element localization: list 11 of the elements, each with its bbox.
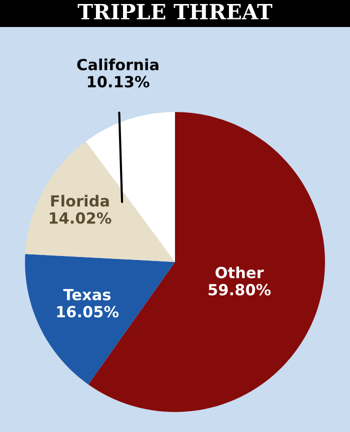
slice-label: Florida — [51, 194, 109, 207]
slice-label: California — [77, 58, 158, 70]
pie-slice — [25, 254, 175, 384]
chart-title: TRIPLE THREAT — [78, 4, 272, 20]
slice-label: Other — [216, 266, 264, 278]
data-label: 59.80% — [208, 284, 271, 296]
data-label: 10.13% — [88, 76, 150, 88]
pie-slice — [25, 141, 175, 262]
data-label: 14.02% — [50, 212, 112, 224]
data-label: 16.05% — [57, 306, 119, 318]
slice-label: Texas — [63, 289, 111, 300]
